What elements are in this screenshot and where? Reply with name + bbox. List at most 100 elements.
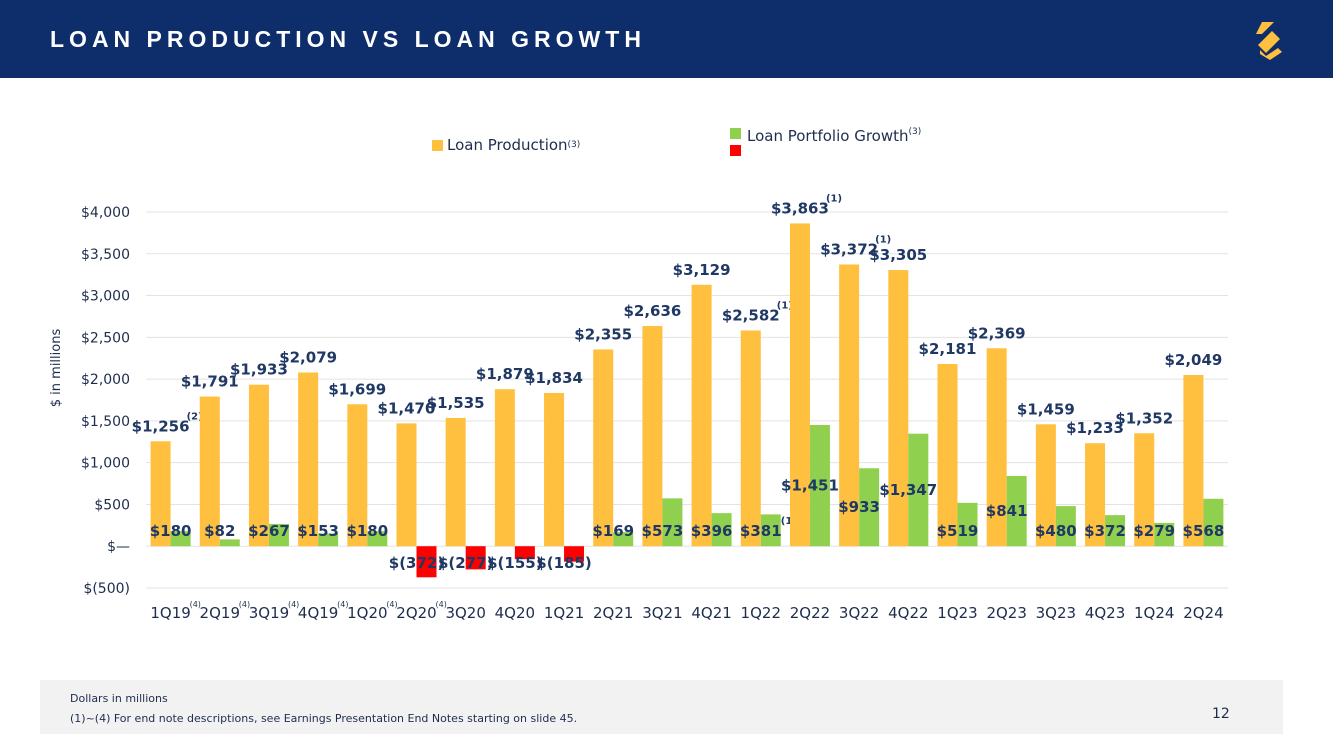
x-tick-label: 1Q23 xyxy=(937,604,977,622)
x-tick-label: 2Q20 xyxy=(396,604,436,622)
header-bar: LOAN PRODUCTION VS LOAN GROWTH xyxy=(0,0,1333,78)
bar-loan-growth xyxy=(367,531,388,547)
data-label-production: $1,459 xyxy=(1017,400,1075,418)
data-label-production: $1,933 xyxy=(230,361,288,379)
data-label-growth: $568 xyxy=(1183,522,1225,540)
x-tick-label: 2Q21 xyxy=(593,604,633,622)
data-label-production: $1,352 xyxy=(1115,409,1173,427)
data-label-growth: $519 xyxy=(937,522,979,540)
data-label-growth: $180 xyxy=(150,522,192,540)
x-tick-label: 4Q21 xyxy=(691,604,731,622)
y-tick-label: $4,000 xyxy=(81,205,130,221)
data-label-growth: $933 xyxy=(838,498,880,516)
legend-swatch-growth xyxy=(730,128,741,156)
data-label-growth: $381 xyxy=(740,522,782,540)
data-label-production: $2,369 xyxy=(968,324,1026,342)
bar-loan-growth xyxy=(318,533,339,547)
bar-loan-production xyxy=(593,349,614,547)
data-label-growth: $82 xyxy=(204,522,235,540)
bar-loan-growth xyxy=(416,546,437,578)
legend-note-growth: (3) xyxy=(908,127,922,137)
bar-loan-production xyxy=(1085,443,1106,547)
bar-loan-growth xyxy=(170,531,191,547)
data-label-production: $3,129 xyxy=(673,261,731,279)
footer-notes: Dollars in millions (1)~(4) For end note… xyxy=(40,680,1283,734)
y-tick-label: $2,000 xyxy=(81,372,130,388)
x-tick-note: (4) xyxy=(436,600,447,609)
data-label-growth: $(372) xyxy=(389,554,444,572)
x-tick-note: (4) xyxy=(386,600,397,609)
data-label-growth: $372 xyxy=(1084,522,1126,540)
data-label-production: $3,372 xyxy=(820,240,878,258)
x-tick-label: 3Q23 xyxy=(1036,604,1076,622)
y-tick-label: $1,000 xyxy=(81,456,130,472)
data-label-growth: $180 xyxy=(346,522,388,540)
x-tick-label: 1Q24 xyxy=(1134,604,1174,622)
bar-loan-production xyxy=(642,325,663,547)
x-tick-label: 1Q19 xyxy=(150,604,190,622)
y-tick-label: $2,500 xyxy=(81,330,130,346)
chart-legend: Loan Production (3) Loan Portfolio Growth… xyxy=(0,127,1333,168)
x-tick-label: 2Q23 xyxy=(986,604,1026,622)
bar-loan-production xyxy=(1134,433,1155,547)
bar-loan-growth xyxy=(809,424,830,547)
legend-item-growth: Loan Portfolio Growth (3) xyxy=(730,127,922,156)
bar-loan-production xyxy=(150,441,171,547)
bar-loan-growth xyxy=(465,546,486,570)
x-tick-note: (4) xyxy=(239,600,250,609)
data-label-production: $2,636 xyxy=(623,302,681,320)
data-label-growth: $(185) xyxy=(536,554,591,572)
bar-loan-production xyxy=(740,330,761,547)
footnote-endnotes: (1)~(4) For end note descriptions, see E… xyxy=(70,712,578,725)
data-label-growth: $267 xyxy=(248,522,290,540)
bar-loan-growth xyxy=(711,513,732,547)
bar-loan-growth xyxy=(760,514,781,547)
bar-loan-production xyxy=(544,392,565,547)
data-label-growth: $396 xyxy=(691,522,733,540)
data-label-note: (1) xyxy=(781,516,797,527)
data-label-growth: $279 xyxy=(1133,522,1175,540)
data-label-growth: $573 xyxy=(642,522,684,540)
data-label-growth: $169 xyxy=(592,522,634,540)
bar-loan-production xyxy=(298,372,319,547)
bar-loan-production xyxy=(986,348,1007,547)
data-label-production: $1,535 xyxy=(427,394,485,412)
y-axis-title: $ in millions xyxy=(49,329,64,408)
y-tick-label: $— xyxy=(107,539,130,555)
data-label-growth: $1,347 xyxy=(879,481,937,499)
bar-loan-production xyxy=(248,384,269,547)
bar-loan-production xyxy=(494,389,515,547)
bar-loan-growth xyxy=(662,498,683,547)
bar-loan-production xyxy=(888,270,909,547)
data-label-production: $2,582 xyxy=(722,306,780,324)
bar-loan-growth xyxy=(268,523,289,547)
data-label-production: $3,305 xyxy=(869,246,927,264)
data-label-production: $2,049 xyxy=(1164,351,1222,369)
data-label-growth: $841 xyxy=(986,502,1028,520)
bar-loan-production xyxy=(396,423,417,547)
bar-loan-growth xyxy=(1154,522,1175,547)
bar-loan-production xyxy=(1035,424,1056,547)
data-label-production: $1,791 xyxy=(181,373,239,391)
data-label-note: (1) xyxy=(777,300,793,311)
data-label-growth: $(155) xyxy=(487,554,542,572)
bar-loan-production xyxy=(1183,375,1204,547)
x-tick-label: 2Q24 xyxy=(1183,604,1223,622)
bar-loan-growth xyxy=(514,546,535,560)
legend-note-production: (3) xyxy=(567,140,581,150)
x-tick-label: 3Q19 xyxy=(249,604,289,622)
legend-label-production: Loan Production xyxy=(447,136,568,154)
bar-loan-production xyxy=(691,284,712,547)
x-tick-label: 1Q21 xyxy=(544,604,584,622)
x-tick-label: 3Q20 xyxy=(445,604,485,622)
x-tick-label: 3Q22 xyxy=(839,604,879,622)
data-label-growth: $153 xyxy=(297,522,339,540)
x-tick-note: (4) xyxy=(190,600,201,609)
data-label-production: $3,863 xyxy=(771,199,829,217)
bar-loan-growth xyxy=(564,546,585,562)
data-label-note: (2) xyxy=(187,411,203,422)
bar-loan-growth xyxy=(1006,475,1027,547)
x-tick-label: 1Q22 xyxy=(741,604,781,622)
bar-loan-growth xyxy=(1203,498,1224,547)
x-tick-label: 4Q23 xyxy=(1085,604,1125,622)
